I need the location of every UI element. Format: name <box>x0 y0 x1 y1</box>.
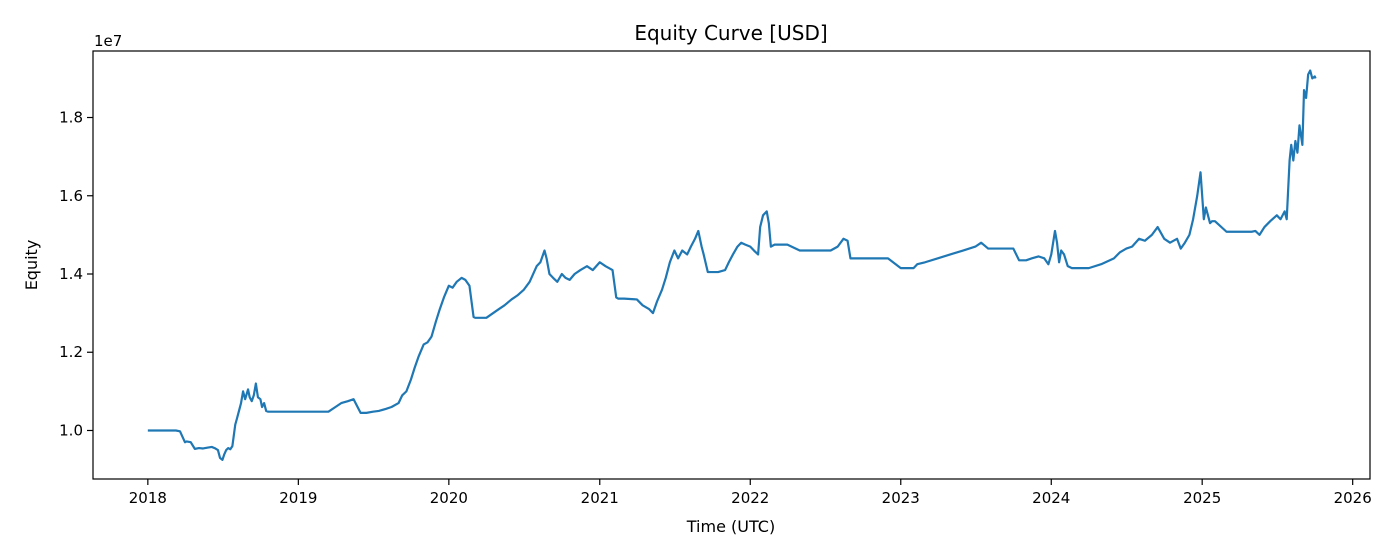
y-tick-label: 1.6 <box>59 187 83 205</box>
y-tick-label: 1.4 <box>59 265 83 283</box>
y-axis-label: Equity <box>22 240 41 291</box>
x-tick-label: 2021 <box>581 489 619 507</box>
x-tick-label: 2023 <box>882 489 920 507</box>
series-line-0 <box>147 69 1317 461</box>
x-tick-label: 2024 <box>1032 489 1070 507</box>
x-axis: 2018 2019 2020 2021 2022 2023 2024 2025 2026 <box>129 479 1372 507</box>
x-tick-label: 2018 <box>129 489 167 507</box>
y-axis-offset-label: 1e7 <box>94 32 122 50</box>
y-tick-label: 1.8 <box>59 109 83 127</box>
x-tick-label: 2026 <box>1334 489 1372 507</box>
y-tick-label: 1.0 <box>59 421 83 439</box>
y-tick-label: 1.2 <box>59 343 83 361</box>
x-axis-label: Time (UTC) <box>686 517 775 536</box>
y-axis: 1.0 1.2 1.4 1.6 1.8 <box>59 109 93 439</box>
plot-area-frame <box>92 50 1371 480</box>
x-tick-label: 2025 <box>1183 489 1221 507</box>
x-tick-label: 2020 <box>430 489 468 507</box>
x-tick-label: 2019 <box>279 489 317 507</box>
chart-title: Equity Curve [USD] <box>634 21 827 45</box>
x-tick-label: 2022 <box>731 489 769 507</box>
